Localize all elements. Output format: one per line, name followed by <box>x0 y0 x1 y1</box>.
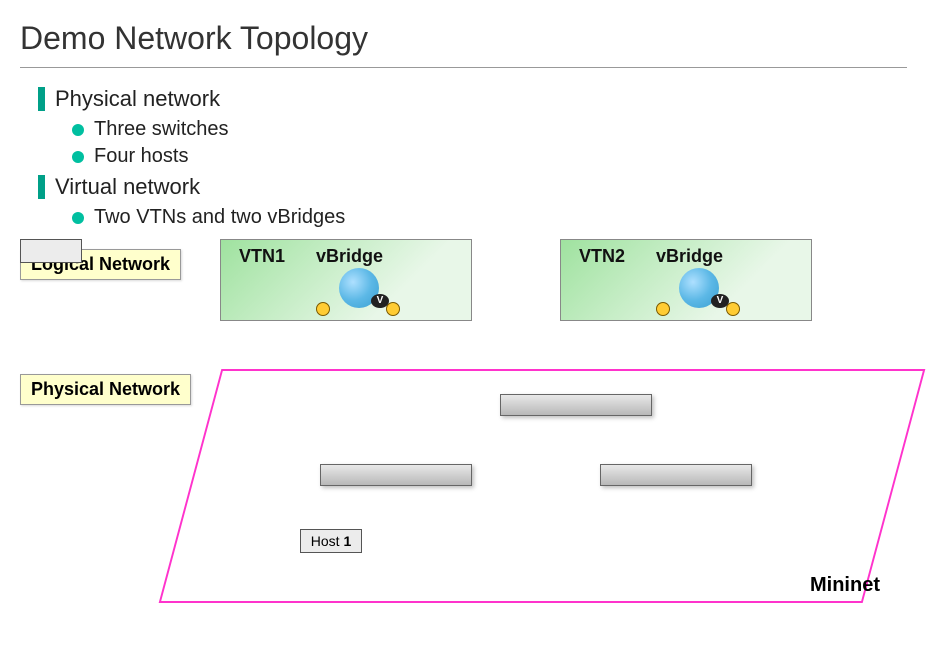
vbridge-label: vBridge <box>316 246 383 267</box>
bullet-row: Four hosts <box>72 145 907 168</box>
host-box <box>20 239 82 263</box>
topology-diagram: Logical Network Physical Network VTN1 vB… <box>20 239 907 609</box>
vtn-panel-2: VTN2 vBridge V <box>560 239 812 321</box>
accent-bar <box>38 87 45 111</box>
page-title: Demo Network Topology <box>20 20 907 57</box>
switch-icon <box>500 394 652 416</box>
section-physical: Physical network Three switches Four hos… <box>38 86 907 168</box>
section-virtual: Virtual network Two VTNs and two vBridge… <box>38 174 907 229</box>
switch-icon <box>600 464 752 486</box>
bullet-text: Four hosts <box>94 145 188 168</box>
accent-bar <box>38 175 45 199</box>
mininet-label: Mininet <box>810 574 880 597</box>
bullet-row: Two VTNs and two vBridges <box>72 206 907 229</box>
bullet-icon <box>72 151 84 163</box>
switch-icon <box>320 464 472 486</box>
bullet-row: Three switches <box>72 118 907 141</box>
section-heading-text: Physical network <box>55 86 220 112</box>
bullet-text: Three switches <box>94 118 229 141</box>
port-icon <box>386 302 400 316</box>
section-heading-virtual: Virtual network <box>38 174 907 200</box>
bullet-text: Two VTNs and two vBridges <box>94 206 345 229</box>
vbridge-label: vBridge <box>656 246 723 267</box>
section-heading-text: Virtual network <box>55 174 200 200</box>
vtn-panel-1: VTN1 vBridge V <box>220 239 472 321</box>
port-icon <box>316 302 330 316</box>
title-divider <box>20 67 907 68</box>
physical-network-label: Physical Network <box>20 374 191 405</box>
port-icon <box>656 302 670 316</box>
vtn-name: VTN1 <box>239 246 285 267</box>
bullet-icon <box>72 212 84 224</box>
section-heading-physical: Physical network <box>38 86 907 112</box>
vtn-name: VTN2 <box>579 246 625 267</box>
bullet-icon <box>72 124 84 136</box>
host-box: Host 1 <box>300 529 362 553</box>
port-icon <box>726 302 740 316</box>
